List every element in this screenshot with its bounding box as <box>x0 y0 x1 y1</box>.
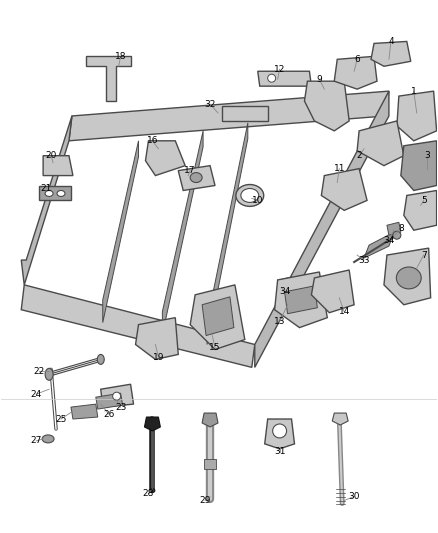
Text: 13: 13 <box>274 317 286 326</box>
Polygon shape <box>279 277 293 290</box>
Polygon shape <box>371 42 411 66</box>
Text: 10: 10 <box>252 196 264 205</box>
Ellipse shape <box>268 74 276 82</box>
Polygon shape <box>145 417 160 431</box>
Text: 18: 18 <box>115 52 127 61</box>
Text: 22: 22 <box>34 367 45 376</box>
Polygon shape <box>69 91 389 141</box>
Polygon shape <box>285 286 318 314</box>
Text: 1: 1 <box>411 87 417 95</box>
Text: 8: 8 <box>398 224 404 233</box>
Polygon shape <box>404 190 437 230</box>
Text: 28: 28 <box>143 489 154 498</box>
Text: 15: 15 <box>209 343 221 352</box>
Polygon shape <box>222 106 268 121</box>
Text: 33: 33 <box>358 255 370 264</box>
Text: 12: 12 <box>274 64 285 74</box>
Polygon shape <box>401 141 437 190</box>
Text: 34: 34 <box>279 287 290 296</box>
Polygon shape <box>332 413 348 425</box>
Text: 11: 11 <box>333 164 345 173</box>
Polygon shape <box>86 56 131 101</box>
Text: 3: 3 <box>424 151 430 160</box>
Polygon shape <box>39 185 71 200</box>
Polygon shape <box>265 419 294 449</box>
Text: 30: 30 <box>348 492 360 501</box>
Text: 4: 4 <box>388 37 394 46</box>
Text: 6: 6 <box>354 55 360 64</box>
Polygon shape <box>145 141 185 175</box>
Text: 25: 25 <box>55 415 67 424</box>
Ellipse shape <box>190 173 202 182</box>
Polygon shape <box>364 232 394 258</box>
Polygon shape <box>178 166 215 190</box>
Text: 5: 5 <box>421 196 427 205</box>
Text: 27: 27 <box>31 437 42 446</box>
Text: 19: 19 <box>152 353 164 362</box>
Polygon shape <box>275 272 327 328</box>
Ellipse shape <box>236 184 264 206</box>
Polygon shape <box>202 413 218 427</box>
Polygon shape <box>397 91 437 141</box>
Text: 34: 34 <box>383 236 395 245</box>
Polygon shape <box>311 270 354 313</box>
Text: 26: 26 <box>103 409 114 418</box>
Polygon shape <box>135 318 178 359</box>
Text: 17: 17 <box>184 166 196 175</box>
Polygon shape <box>21 285 255 367</box>
Text: 20: 20 <box>46 151 57 160</box>
Polygon shape <box>202 297 234 336</box>
Text: 21: 21 <box>40 184 52 193</box>
Ellipse shape <box>273 424 286 438</box>
Polygon shape <box>255 91 389 367</box>
Text: 31: 31 <box>274 447 286 456</box>
Ellipse shape <box>241 189 259 203</box>
Polygon shape <box>357 121 404 166</box>
Text: 2: 2 <box>356 151 362 160</box>
Ellipse shape <box>97 354 104 365</box>
Text: 14: 14 <box>339 307 350 316</box>
Ellipse shape <box>45 368 53 380</box>
Polygon shape <box>103 141 138 322</box>
Polygon shape <box>258 71 311 86</box>
Polygon shape <box>334 56 377 89</box>
Ellipse shape <box>150 489 155 492</box>
Text: 32: 32 <box>205 100 216 109</box>
Polygon shape <box>321 168 367 211</box>
Polygon shape <box>304 81 349 131</box>
Text: 23: 23 <box>115 402 126 411</box>
Polygon shape <box>96 393 123 409</box>
Text: 29: 29 <box>199 496 211 505</box>
Polygon shape <box>204 459 216 469</box>
Ellipse shape <box>45 190 53 197</box>
Ellipse shape <box>57 190 65 197</box>
Text: 24: 24 <box>31 390 42 399</box>
Ellipse shape <box>113 392 120 400</box>
Text: 7: 7 <box>421 251 427 260</box>
Ellipse shape <box>393 231 401 239</box>
Polygon shape <box>387 222 401 235</box>
Polygon shape <box>101 384 134 407</box>
Polygon shape <box>71 404 98 419</box>
Polygon shape <box>384 248 431 305</box>
Text: 16: 16 <box>147 136 158 146</box>
Polygon shape <box>190 285 245 350</box>
Ellipse shape <box>396 267 421 289</box>
Ellipse shape <box>42 435 54 443</box>
Text: 9: 9 <box>317 75 322 84</box>
Polygon shape <box>21 116 72 285</box>
Polygon shape <box>207 123 248 344</box>
Polygon shape <box>162 131 203 335</box>
Polygon shape <box>43 156 73 175</box>
